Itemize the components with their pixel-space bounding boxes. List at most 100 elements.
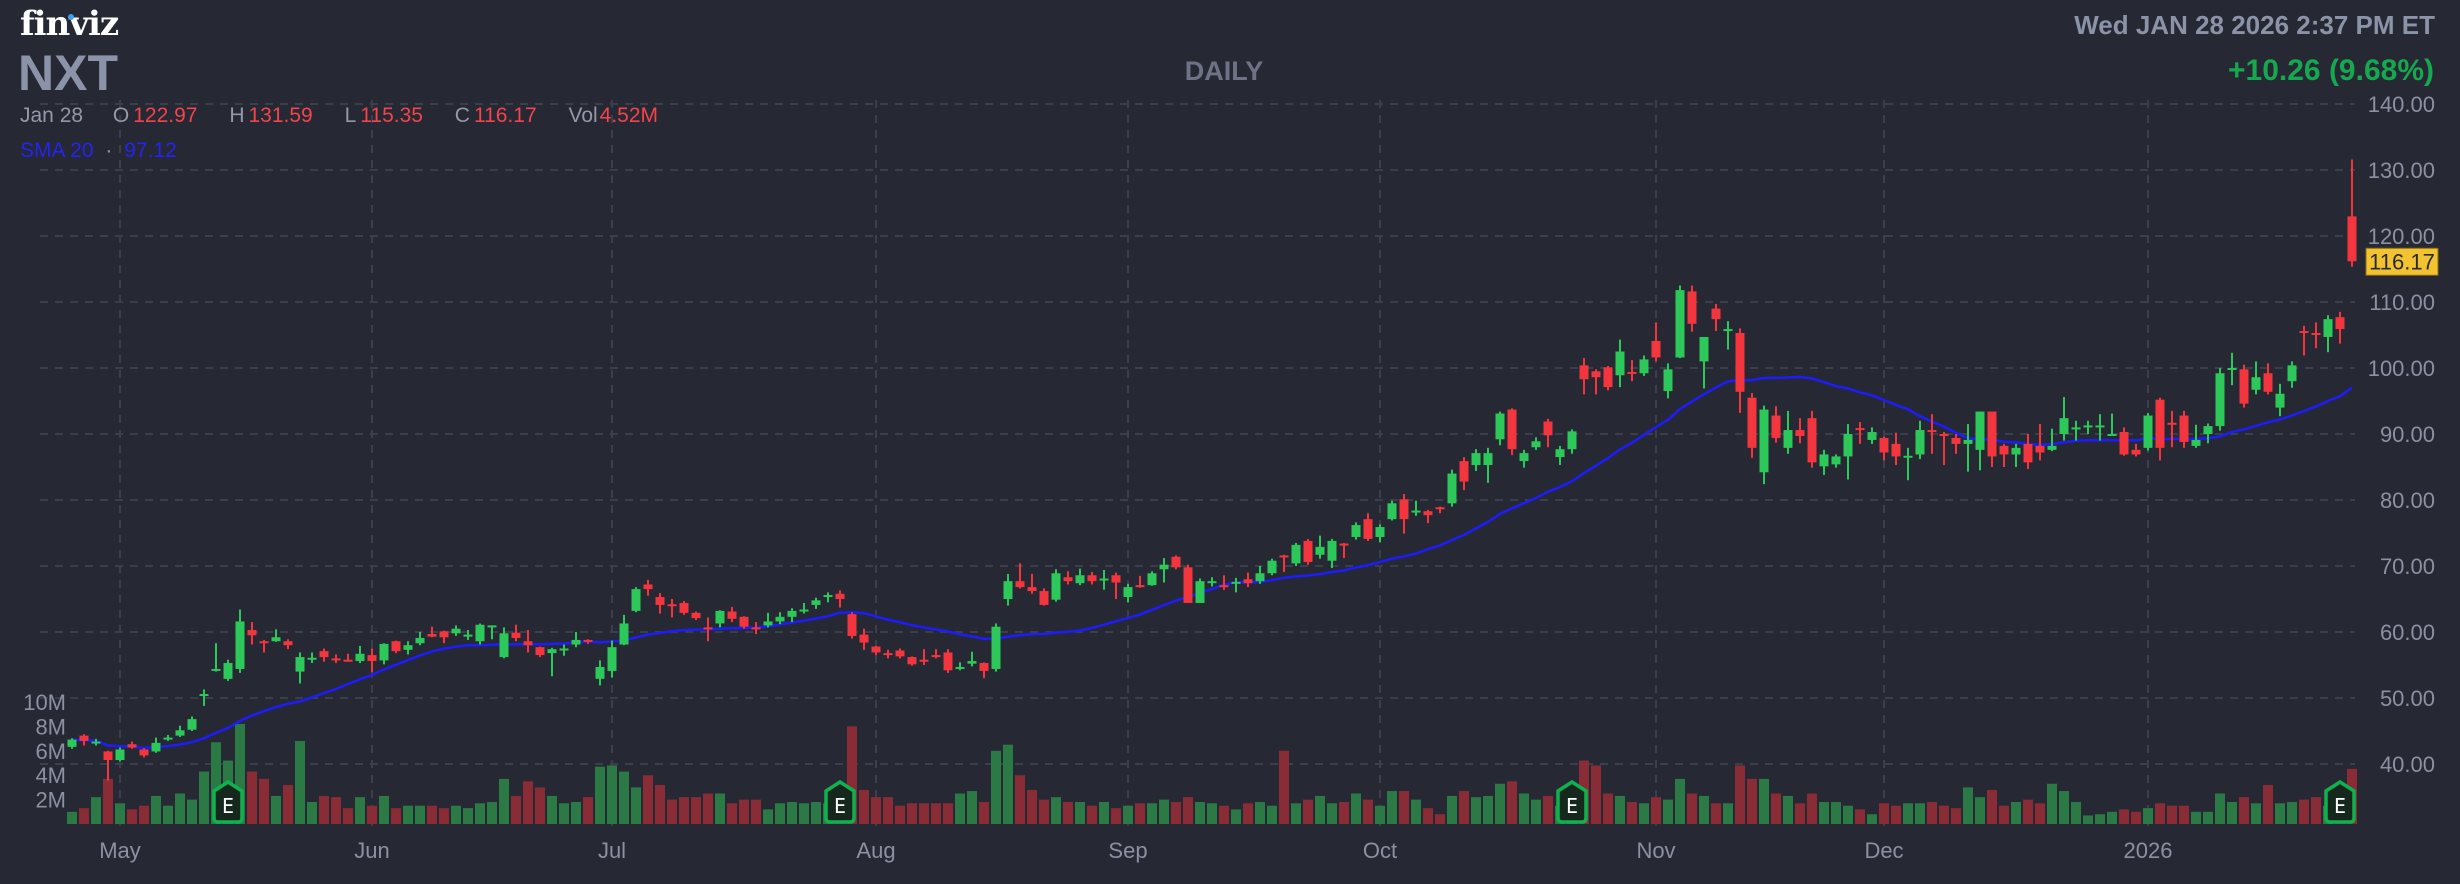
candle-body	[1279, 555, 1289, 558]
candle	[1555, 445, 1565, 466]
candle-body	[187, 719, 197, 730]
candle-body	[1543, 421, 1553, 436]
candle-body	[463, 634, 473, 637]
volume-label: Vol	[568, 104, 598, 127]
volume-bar	[199, 771, 209, 824]
candle-body	[1951, 437, 1961, 444]
candle	[1183, 564, 1193, 603]
volume-bar	[2227, 802, 2237, 824]
candle-body	[787, 610, 797, 617]
candle-body	[2047, 445, 2057, 450]
candle-body	[835, 593, 845, 599]
volume-bar	[1615, 795, 1625, 824]
candle-body	[295, 657, 305, 672]
volume-bar	[1915, 803, 1925, 824]
candle	[2311, 322, 2321, 349]
ticker-symbol: NXT	[18, 45, 118, 101]
candle	[1147, 571, 1157, 586]
candle	[2347, 159, 2357, 267]
candle-body	[1567, 431, 1577, 450]
volume-bar	[799, 803, 809, 824]
volume-bar	[1099, 802, 1109, 824]
candle-body	[631, 589, 641, 611]
finviz-logo[interactable]: finviz	[20, 4, 119, 44]
open-value: 122.97	[133, 104, 198, 127]
candle-body	[1003, 581, 1013, 599]
volume-bar	[1999, 805, 2009, 824]
candle	[319, 648, 329, 662]
volume-tick-label: 4M	[35, 763, 66, 788]
earnings-marker[interactable]: E	[1556, 779, 1588, 824]
candle	[379, 643, 389, 665]
candle	[1579, 358, 1589, 395]
chart-period: DAILY	[1184, 56, 1264, 86]
volume-bar	[559, 803, 569, 824]
volume-bar	[2191, 811, 2201, 824]
candle-body	[1291, 544, 1301, 564]
candle	[2083, 420, 2093, 434]
candle-body	[1015, 581, 1025, 588]
volume-bar	[931, 803, 941, 824]
candle	[463, 630, 473, 640]
candle	[955, 662, 965, 671]
sma-readout[interactable]: SMA 20 · 97.12	[20, 139, 177, 163]
ohlc-readout: Jan 28 O 122.97 H 131.59 L 115.35 C 116.17 V…	[20, 104, 684, 128]
volume-bar	[475, 803, 485, 824]
volume-bar	[631, 787, 641, 824]
candle	[1951, 434, 1961, 454]
candle	[1399, 494, 1409, 534]
candle	[2299, 325, 2309, 356]
candle	[703, 617, 713, 642]
volume-bar	[1759, 778, 1769, 824]
price-tick-label: 90.00	[2380, 422, 2435, 447]
candle	[835, 590, 845, 608]
candle-body	[103, 751, 113, 761]
earnings-marker[interactable]: E	[2324, 779, 2356, 824]
candle	[787, 608, 797, 623]
volume-bar	[955, 793, 965, 824]
volume-bar	[895, 805, 905, 824]
candle-body	[2311, 333, 2321, 336]
candle	[943, 649, 953, 673]
candle-body	[175, 730, 185, 736]
candle-body	[2239, 369, 2249, 404]
volume-bar	[1375, 805, 1385, 824]
volume-bar	[1867, 814, 1877, 824]
candle	[1543, 418, 1553, 448]
volume-bar	[1723, 803, 1733, 824]
volume-bar	[1771, 793, 1781, 824]
volume-bar	[547, 795, 557, 824]
candle-body	[1963, 439, 1973, 444]
candle-body	[1495, 413, 1505, 440]
candle-body	[2131, 449, 2141, 455]
candle-body	[727, 611, 737, 619]
sma-20-path	[71, 375, 2353, 750]
candle	[1435, 506, 1445, 514]
candle-body	[1975, 411, 1985, 450]
volume-bar	[115, 803, 125, 824]
candle	[1051, 569, 1061, 602]
candle-body	[1687, 291, 1697, 324]
candle	[1627, 360, 1637, 382]
earnings-marker[interactable]: E	[824, 779, 856, 824]
candle	[1675, 285, 1685, 359]
candle	[163, 734, 173, 741]
candle	[2143, 412, 2153, 451]
volume-bar	[1591, 765, 1601, 824]
candle	[367, 648, 377, 673]
candle	[1903, 447, 1913, 481]
candle	[331, 654, 341, 664]
volume-bar	[1243, 803, 1253, 824]
candle	[619, 614, 629, 646]
earnings-marker[interactable]: E	[212, 779, 244, 824]
volume-bar	[1039, 799, 1049, 824]
volume-bar	[2059, 791, 2069, 824]
candle-body	[1039, 591, 1049, 605]
volume-bar	[607, 765, 617, 824]
candle	[2179, 410, 2189, 448]
candle	[751, 622, 761, 634]
volume-bar	[763, 809, 773, 824]
candle-body	[487, 625, 497, 628]
